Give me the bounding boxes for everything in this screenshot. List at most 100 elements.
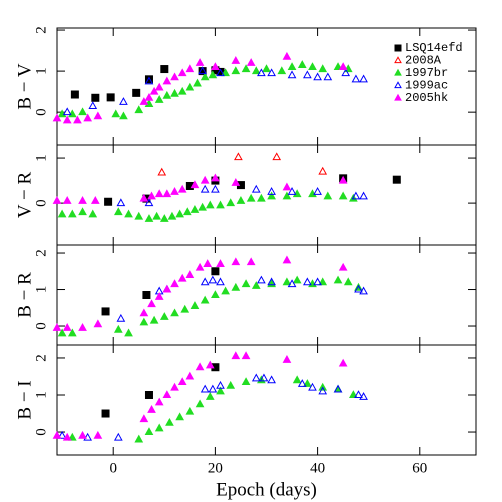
marker-triangle (303, 70, 312, 79)
marker-triangle (190, 180, 200, 189)
legend-label: 2005hk (405, 91, 448, 105)
marker-triangle (323, 72, 333, 81)
marker-triangle (144, 92, 154, 101)
panel-frame (56, 144, 477, 246)
marker-triangle (52, 323, 62, 331)
marker-triangle (267, 375, 276, 384)
marker-triangle (159, 214, 169, 222)
legend-marker (394, 81, 402, 89)
marker-triangle (185, 406, 195, 415)
marker-triangle (267, 277, 276, 286)
marker-triangle (154, 292, 164, 300)
marker-triangle (177, 273, 187, 282)
y-tick-label: 0 (33, 108, 49, 116)
marker-triangle (208, 70, 218, 79)
marker-triangle (205, 200, 215, 209)
marker-triangle (318, 277, 328, 286)
marker-triangle (282, 277, 292, 286)
marker-triangle (162, 90, 172, 99)
marker-triangle (57, 430, 67, 439)
marker-triangle (198, 202, 207, 211)
marker-triangle (147, 299, 156, 308)
y-axis-label: B − R (14, 272, 35, 318)
marker-triangle (246, 193, 256, 202)
y-tick-label: 1 (33, 67, 49, 75)
marker-triangle (62, 323, 72, 331)
marker-triangle (231, 282, 241, 291)
marker-square (392, 175, 401, 184)
legend-marker (394, 56, 402, 64)
marker-triangle (144, 427, 154, 436)
marker-triangle (234, 152, 243, 161)
y-tick-label: 2 (33, 249, 49, 256)
marker-triangle (119, 97, 128, 105)
marker-triangle (338, 62, 348, 71)
marker-triangle (116, 198, 126, 207)
marker-triangle (78, 323, 87, 331)
marker-triangle (177, 184, 187, 193)
marker-triangle (241, 377, 251, 386)
marker-triangle (78, 207, 87, 216)
marker-triangle (211, 290, 220, 299)
marker-triangle (62, 196, 72, 204)
marker-triangle (282, 51, 292, 60)
marker-square (104, 197, 113, 206)
marker-triangle (216, 277, 225, 286)
marker-triangle (170, 382, 179, 391)
marker-triangle (159, 312, 169, 320)
marker-triangle (359, 74, 368, 83)
marker-triangle (262, 64, 271, 73)
marker-triangle (154, 82, 164, 91)
x-axis-label: Epoch (days) (216, 479, 317, 500)
marker-triangle (119, 111, 128, 120)
marker-triangle (216, 259, 225, 267)
marker-triangle (83, 432, 93, 441)
marker-triangle (338, 175, 348, 184)
marker-triangle (57, 328, 67, 337)
legend-marker (394, 68, 402, 76)
marker-triangle (185, 82, 195, 91)
marker-triangle (88, 101, 98, 110)
marker-triangle (241, 351, 251, 360)
marker-triangle (139, 414, 149, 423)
marker-triangle (190, 301, 200, 309)
marker-triangle (62, 107, 72, 116)
marker-triangle (259, 373, 269, 382)
marker-triangle (52, 196, 62, 204)
marker-triangle (198, 66, 207, 75)
marker-triangle (216, 380, 225, 389)
marker-triangle (203, 259, 213, 267)
x-tick-label: 40 (310, 460, 325, 476)
marker-triangle (134, 434, 144, 443)
marker-triangle (113, 207, 123, 216)
marker-square (101, 409, 110, 418)
marker-triangle (318, 166, 328, 175)
marker-triangle (78, 107, 87, 116)
legend-marker (394, 93, 402, 101)
panel-frame (56, 344, 477, 456)
marker-triangle (167, 211, 177, 220)
marker-triangle (195, 362, 205, 371)
marker-triangle (149, 86, 159, 95)
marker-triangle (78, 196, 87, 204)
marker-triangle (241, 64, 251, 73)
marker-triangle (170, 279, 179, 288)
marker-triangle (170, 308, 179, 317)
marker-square (160, 65, 169, 74)
marker-triangle (251, 66, 261, 75)
marker-triangle (333, 62, 343, 71)
marker-square (142, 291, 151, 299)
marker-triangle (303, 277, 312, 286)
y-tick-label: 0 (33, 199, 49, 207)
marker-triangle (144, 198, 154, 207)
marker-triangle (359, 286, 368, 295)
marker-triangle (211, 173, 220, 182)
marker-triangle (241, 279, 251, 288)
marker-square (144, 75, 153, 84)
y-tick-label: 0 (33, 322, 49, 330)
marker-square (106, 93, 115, 102)
marker-triangle (292, 375, 302, 384)
marker-triangle (67, 209, 77, 218)
marker-triangle (124, 328, 133, 337)
